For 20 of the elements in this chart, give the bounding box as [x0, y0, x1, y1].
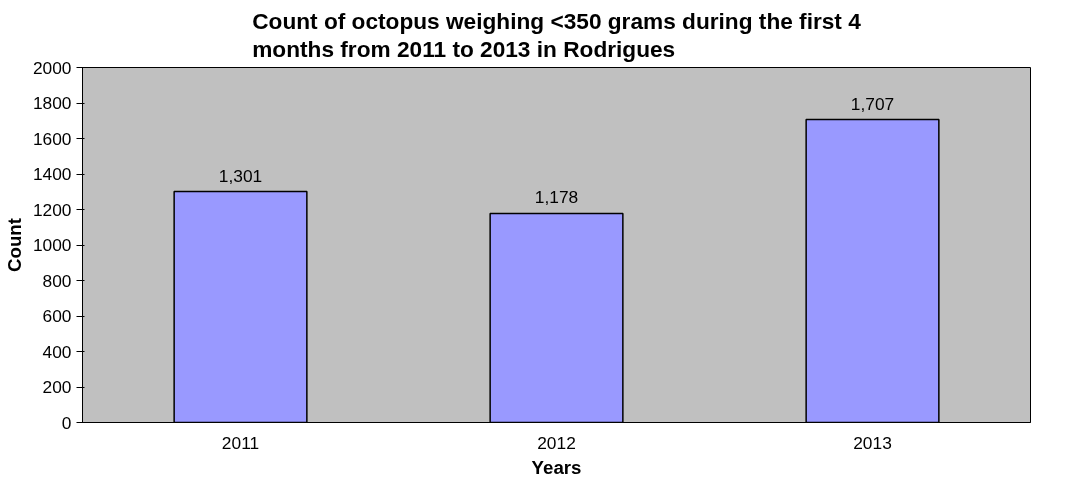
chart-title: Count of octopus weighing <350 grams during the first 4 months from 2011 to 2013 in Rodrigues: [252, 7, 862, 63]
y-tick-label: 600: [42, 306, 72, 326]
y-tick-label: 1600: [32, 128, 72, 149]
x-axis-title: Years: [531, 456, 582, 478]
data-label: 1,707: [850, 93, 895, 114]
y-tick-label: 1000: [32, 235, 72, 255]
y-tick-label: 200: [42, 377, 72, 397]
y-tick-label: 2000: [32, 57, 72, 78]
x-tick-label: 2011: [221, 432, 260, 453]
data-label: 1,178: [534, 187, 579, 208]
y-tick-label: 1200: [32, 199, 72, 220]
x-tick-label: 2012: [537, 432, 576, 453]
y-tick-label: 1800: [32, 93, 72, 113]
y-tick-label: 1400: [32, 164, 72, 184]
y-axis-title: Count: [3, 218, 25, 272]
y-tick-label: 400: [42, 341, 72, 362]
y-tick-label: 0: [61, 412, 72, 433]
y-tick-label: 800: [42, 270, 72, 291]
data-label: 1,301: [218, 165, 263, 186]
x-tick-label: 2013: [853, 432, 892, 453]
